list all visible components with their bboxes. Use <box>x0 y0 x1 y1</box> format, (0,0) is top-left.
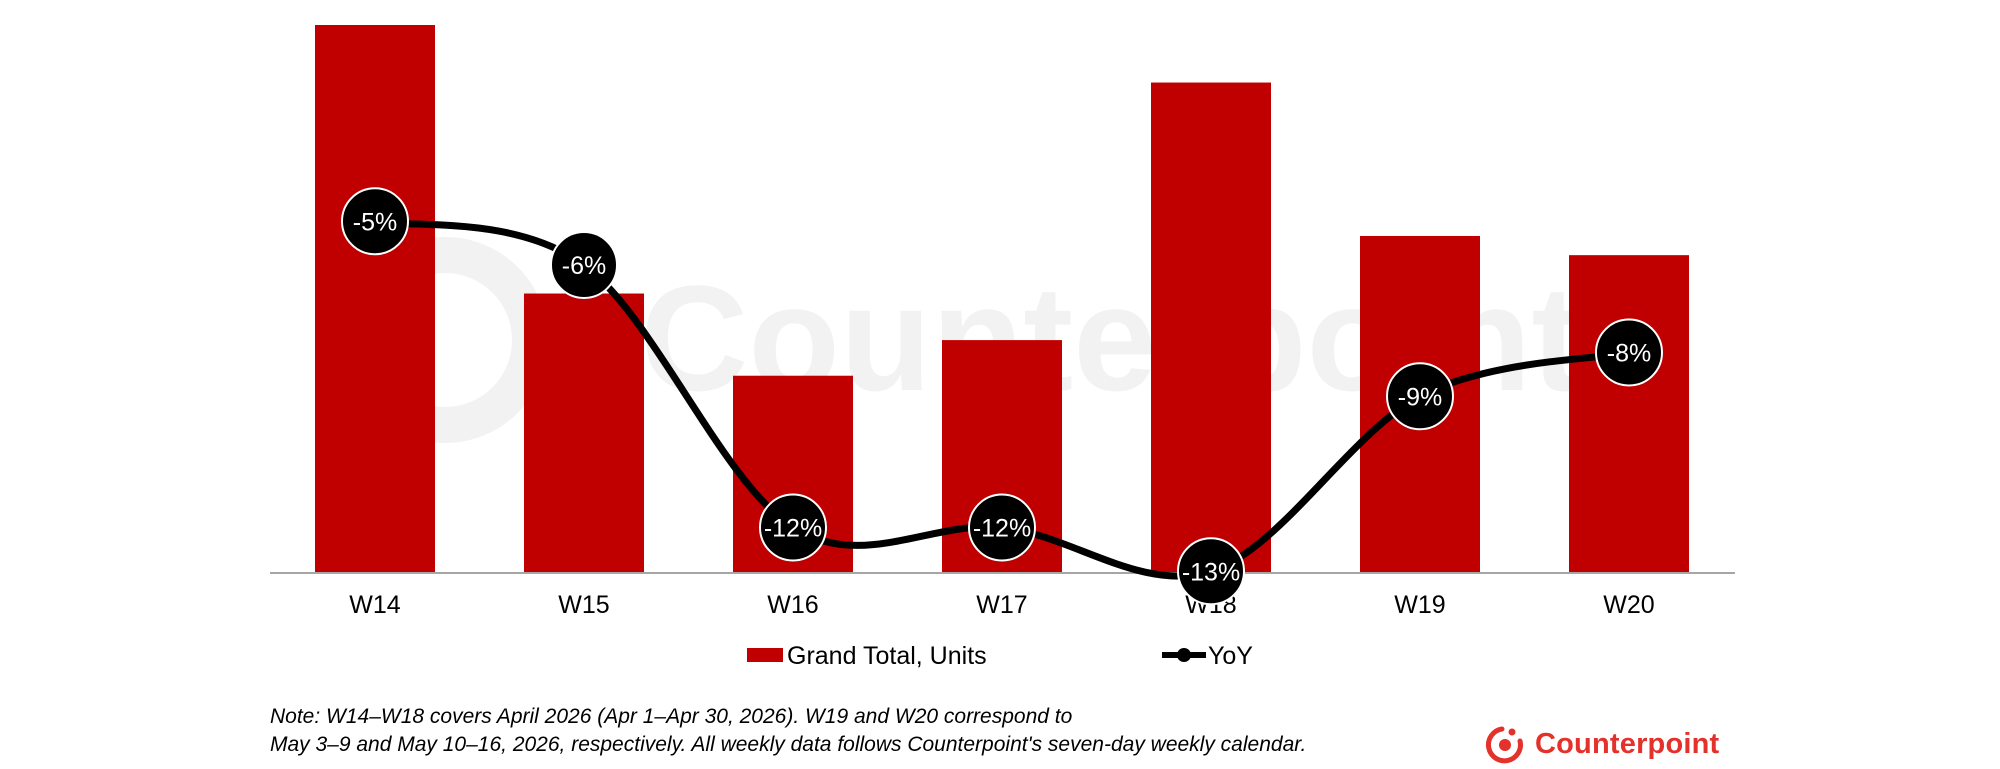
footnote-line-1: Note: W14–W18 covers April 2026 (Apr 1–A… <box>270 705 1073 728</box>
legend-label-yoy: YoY <box>1208 642 1253 670</box>
bar-w14 <box>315 25 435 573</box>
footnote: Note: W14–W18 covers April 2026 (Apr 1–A… <box>270 703 1306 759</box>
bar-w15 <box>524 293 644 573</box>
x-tick-label: W20 <box>1603 591 1654 619</box>
legend-label-grand-total: Grand Total, Units <box>787 642 987 670</box>
x-tick-label: W15 <box>558 591 609 619</box>
yoy-data-label: -9% <box>1398 383 1442 411</box>
bar-w18 <box>1151 82 1271 573</box>
brand-logo: Counterpoint <box>1485 723 1719 765</box>
x-tick-label: W14 <box>349 591 401 619</box>
yoy-data-label: -5% <box>353 208 397 236</box>
yoy-data-label: -12% <box>764 515 822 543</box>
x-tick-label: W16 <box>767 591 818 619</box>
yoy-marker <box>968 493 1036 562</box>
brand-name: Counterpoint <box>1535 727 1720 760</box>
x-tick-labels: W14W15W16W17W18W19W20 <box>349 591 1654 619</box>
yoy-marker <box>550 231 618 299</box>
yoy-marker <box>1386 362 1454 431</box>
yoy-data-label: -13% <box>1182 558 1240 586</box>
bar-w20 <box>1569 255 1689 573</box>
legend-line-marker <box>1177 648 1191 662</box>
yoy-line-group: -5% -6% -12% -12% -13% -9% -8% <box>341 187 1663 606</box>
yoy-marker <box>341 187 409 256</box>
legend: Grand Total, Units YoY <box>747 642 1253 670</box>
bars-group <box>315 25 1689 574</box>
legend-bar-swatch <box>747 648 783 662</box>
yoy-data-label: -12% <box>973 515 1031 543</box>
yoy-marker <box>1177 537 1245 606</box>
counterpoint-logo-icon <box>1485 726 1523 764</box>
footnote-line-2: May 3–9 and May 10–16, 2026, respectivel… <box>270 733 1307 756</box>
yoy-data-label: -8% <box>1607 340 1651 368</box>
x-tick-label: W19 <box>1394 591 1445 619</box>
x-tick-label: W17 <box>976 591 1027 619</box>
yoy-data-label: -6% <box>562 252 606 280</box>
yoy-marker <box>759 493 827 562</box>
yoy-marker <box>1595 318 1663 387</box>
